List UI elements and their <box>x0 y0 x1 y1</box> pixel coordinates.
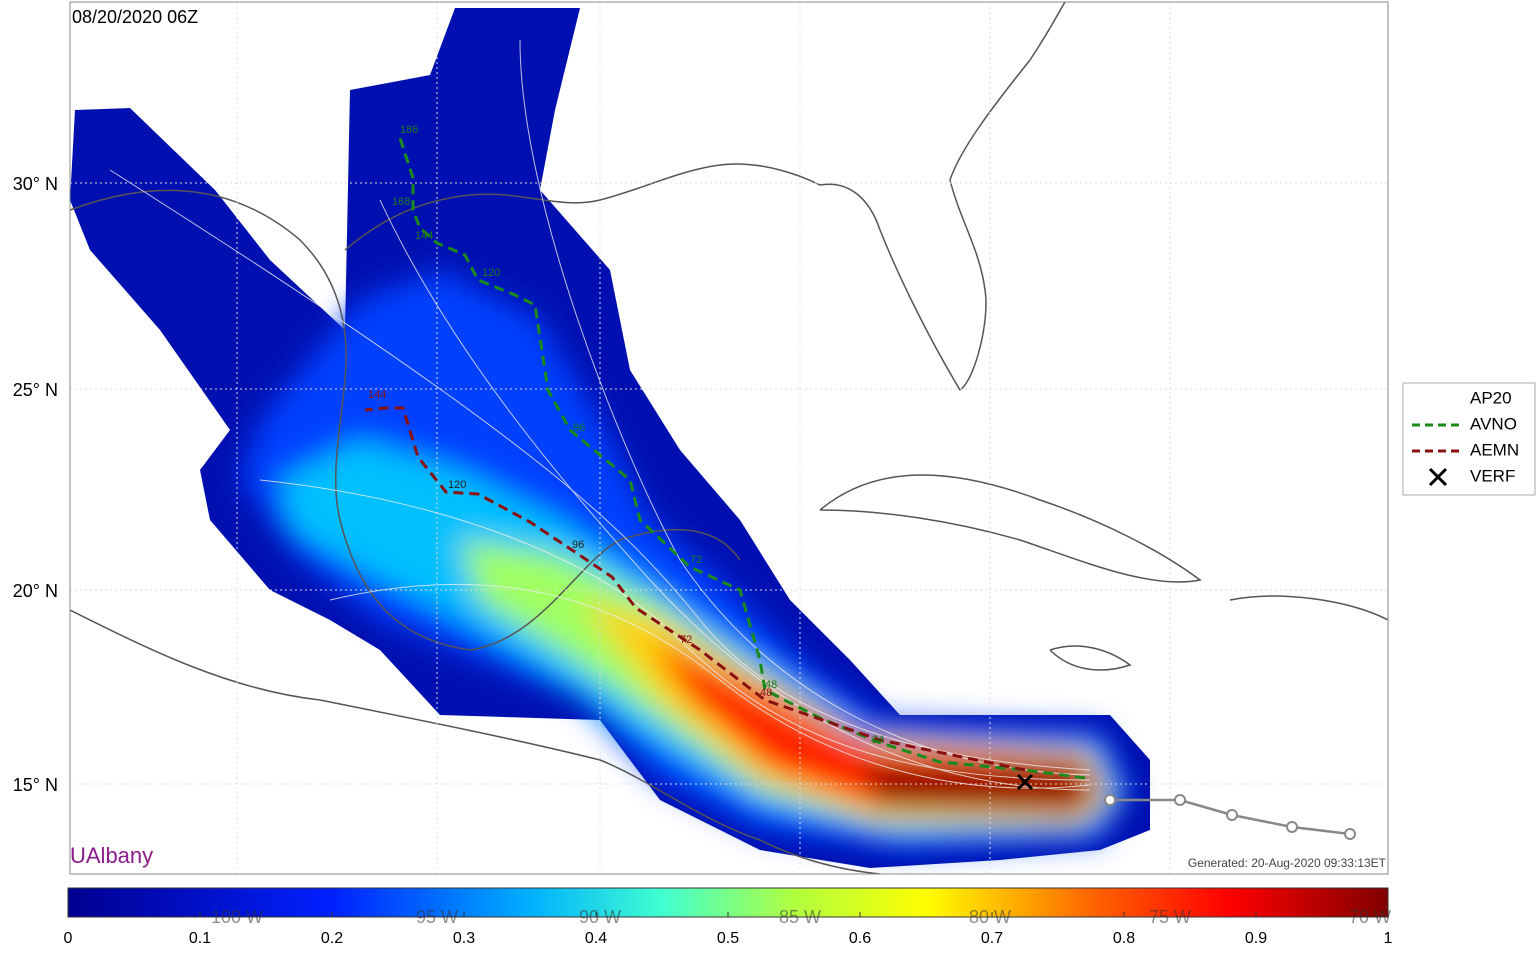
legend-box <box>1402 382 1536 496</box>
track-labels: 186 168 144 120 96 72 48 24 144 120 96 7… <box>368 124 884 746</box>
legend-label: VERF <box>1470 466 1515 485</box>
verf-marker <box>1016 773 1034 791</box>
title: 08/20/2020 06Z <box>72 7 198 27</box>
lon-label: 85 W <box>779 907 821 927</box>
colorbar-tick-label: 0.4 <box>585 930 607 947</box>
aemn-label: 96 <box>572 539 584 551</box>
map-frame <box>69 1 1389 875</box>
legend-label: AVNO <box>1470 414 1517 433</box>
lat-labels: 30° N 25° N 20° N 15° N <box>13 174 58 795</box>
ensemble-tracks <box>109 39 1091 791</box>
lat-label: 30° N <box>13 174 58 194</box>
colorbar-tick-label: 0.1 <box>189 930 211 947</box>
avno-label: 24 <box>872 734 884 746</box>
lon-label: 90 W <box>579 907 621 927</box>
avno-label: 186 <box>400 124 418 136</box>
colorbar-tick-label: 0.7 <box>981 930 1003 947</box>
legend-label: AP20 <box>1470 388 1512 407</box>
lon-label: 70 W <box>1349 907 1391 927</box>
colorbar-tick-label: 0 <box>64 930 73 947</box>
avno-label: 144 <box>415 230 433 242</box>
lat-label: 15° N <box>13 775 58 795</box>
colorbar-tick-label: 0.5 <box>717 930 739 947</box>
coastlines <box>70 2 1388 874</box>
generated: Generated: 20-Aug-2020 09:33:13ET <box>1188 856 1387 870</box>
avno-label: 48 <box>765 679 777 691</box>
avno-label: 120 <box>482 267 500 279</box>
aemn-label: 120 <box>448 479 466 491</box>
lon-label: 95 W <box>416 907 458 927</box>
colorbar-tick-label: 0.6 <box>849 930 871 947</box>
best-track-points <box>1104 794 1356 840</box>
legend-label: AEMN <box>1470 440 1519 459</box>
aemn-label: 144 <box>368 389 386 401</box>
lat-label: 25° N <box>13 380 58 400</box>
lon-label: 75 W <box>1149 907 1191 927</box>
avno-label: 96 <box>573 422 585 434</box>
legend-verf-marker <box>1428 467 1448 487</box>
credit: UAlbany <box>70 843 153 868</box>
colorbar-tick-label: 0.9 <box>1245 930 1267 947</box>
graticule <box>70 2 1388 874</box>
map: 186 168 144 120 96 72 48 24 144 120 96 7… <box>70 2 1388 874</box>
legend: AP20 AVNO AEMN VERF <box>1470 388 1519 485</box>
colorbar-tick-label: 0.3 <box>453 930 475 947</box>
aemn-label: 72 <box>680 634 692 646</box>
avno-label: 168 <box>392 196 410 208</box>
aemn-label: 48 <box>760 687 772 699</box>
lon-label: 100 W <box>211 907 263 927</box>
lat-label: 20° N <box>13 581 58 601</box>
colorbar-tick-label: 0.8 <box>1113 930 1135 947</box>
aemn-track <box>364 406 1026 772</box>
lon-label: 80 W <box>969 907 1011 927</box>
colorbar-tick-label: 1 <box>1384 930 1393 947</box>
avno-label: 72 <box>690 554 702 566</box>
colorbar-tick-label: 0.2 <box>321 930 343 947</box>
